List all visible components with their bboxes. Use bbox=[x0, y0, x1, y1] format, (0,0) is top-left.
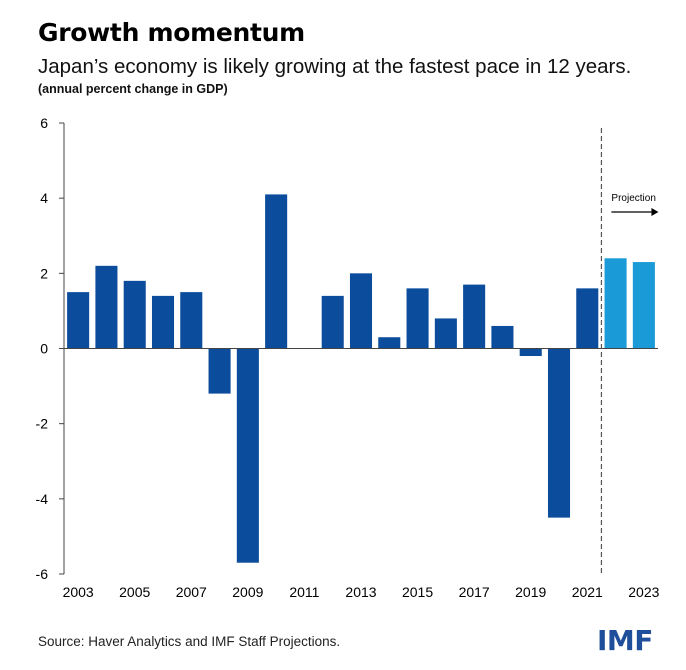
y-tick-label: -6 bbox=[36, 566, 49, 582]
y-tick-label: -2 bbox=[36, 416, 49, 432]
x-tick-label: 2015 bbox=[402, 584, 433, 600]
x-tick-label: 2007 bbox=[176, 584, 207, 600]
bar-2018 bbox=[491, 325, 514, 349]
bar-2009 bbox=[236, 348, 259, 563]
bar-2012 bbox=[321, 295, 344, 349]
bar-2010 bbox=[265, 194, 288, 349]
projection-label: Projection bbox=[611, 193, 655, 204]
source-note: Source: Haver Analytics and IMF Staff Pr… bbox=[38, 634, 341, 649]
imf-logo: IMF bbox=[597, 624, 653, 657]
bar-2005 bbox=[123, 280, 146, 349]
bar-2004 bbox=[95, 265, 118, 349]
bar-2013 bbox=[349, 273, 373, 349]
bar-2023 bbox=[632, 262, 655, 349]
bar-2020 bbox=[547, 348, 571, 518]
bar-2022 bbox=[604, 258, 627, 349]
bar-2021 bbox=[576, 288, 599, 349]
x-tick-label: 2023 bbox=[628, 584, 659, 600]
bar-2003 bbox=[67, 292, 90, 349]
y-tick-label: 6 bbox=[40, 115, 48, 131]
bar-2019 bbox=[519, 348, 542, 357]
x-tick-label: 2021 bbox=[572, 584, 603, 600]
x-tick-label: 2019 bbox=[515, 584, 546, 600]
y-tick-label: 2 bbox=[40, 265, 48, 281]
y-tick-label: 0 bbox=[40, 341, 48, 357]
bar-2007 bbox=[180, 292, 203, 349]
x-tick-label: 2009 bbox=[232, 584, 263, 600]
x-tick-label: 2017 bbox=[459, 584, 490, 600]
bar-2016 bbox=[434, 318, 457, 349]
y-tick-label: -4 bbox=[36, 491, 49, 507]
projection-arrow-head bbox=[651, 208, 659, 216]
x-tick-label: 2013 bbox=[345, 584, 376, 600]
bar-2008 bbox=[208, 348, 231, 394]
x-tick-label: 2011 bbox=[289, 584, 319, 600]
chart-subtitle: Japan’s economy is likely growing at the… bbox=[38, 55, 632, 78]
bar-2017 bbox=[463, 284, 486, 349]
chart-title: Growth momentum bbox=[38, 18, 305, 47]
x-tick-label: 2005 bbox=[119, 584, 150, 600]
y-tick-label: 4 bbox=[40, 190, 48, 206]
bar-2014 bbox=[378, 337, 401, 349]
bar-chart: 6 4 2 0 -2 -4 -6 2003 2005 2007 2009 2011 2013 2015 20… bbox=[36, 115, 660, 600]
x-tick-label: 2003 bbox=[63, 584, 94, 600]
chart-units-note: (annual percent change in GDP) bbox=[38, 82, 228, 96]
bar-2015 bbox=[406, 288, 429, 349]
bar-2006 bbox=[151, 295, 175, 349]
